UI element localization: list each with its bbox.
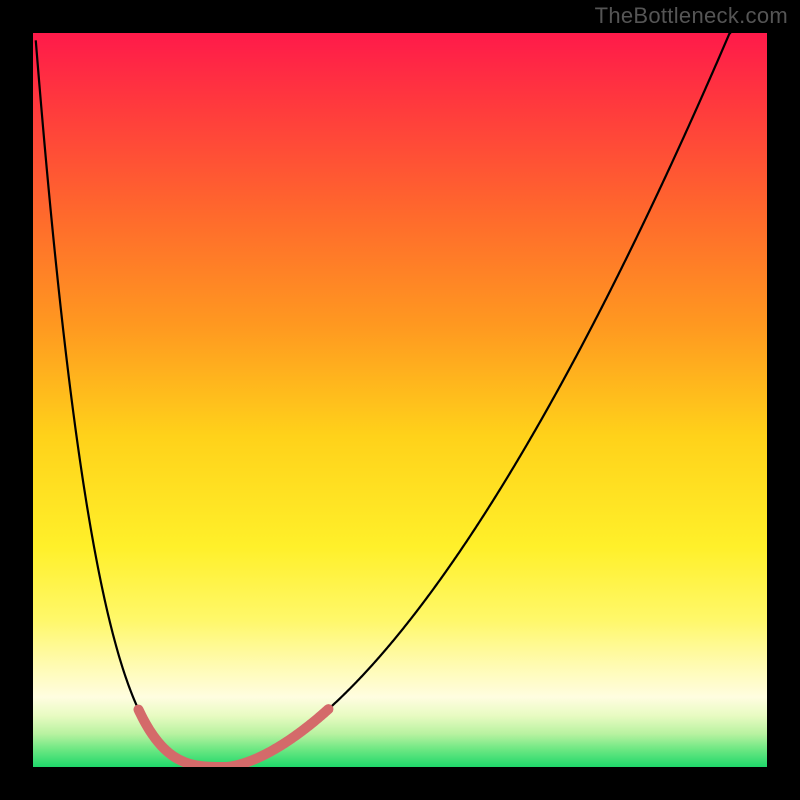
chart-container: TheBottleneck.com — [0, 0, 800, 800]
watermark-text: TheBottleneck.com — [595, 3, 788, 29]
plot-background — [33, 33, 767, 767]
plot-area — [33, 33, 767, 767]
plot-svg — [33, 33, 767, 767]
